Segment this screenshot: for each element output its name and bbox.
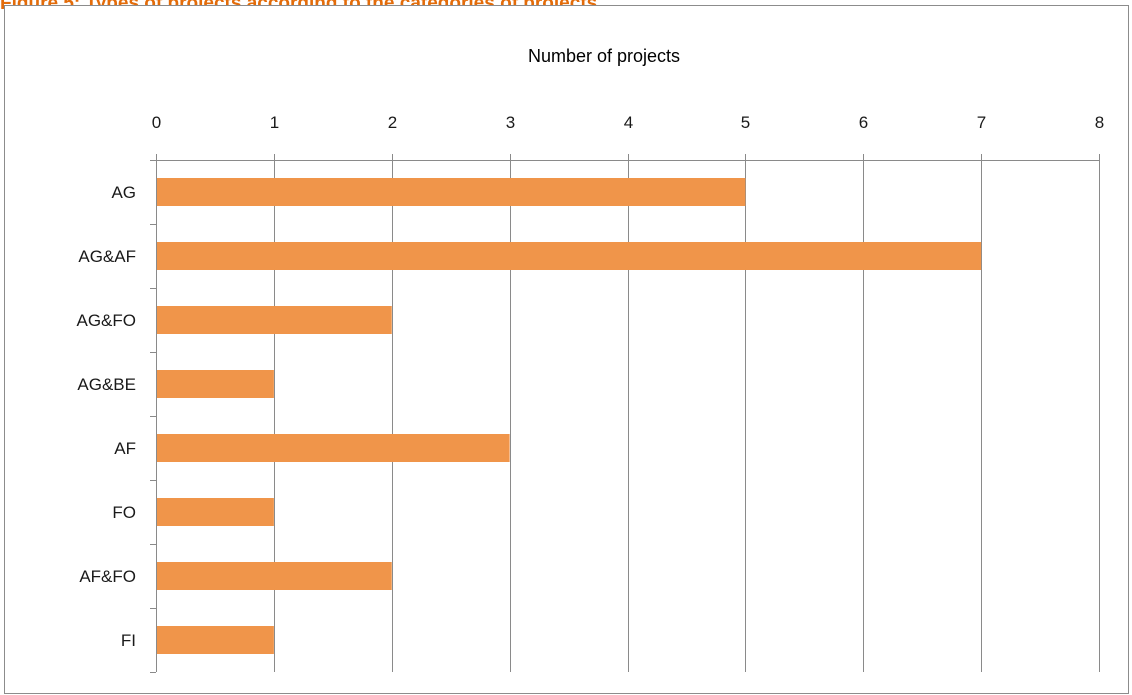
- category-label: AG: [111, 183, 136, 202]
- x-tick-labels: 0 1 2 3 4 5 6 7 8: [152, 113, 1104, 132]
- x-tick-label: 2: [388, 113, 397, 132]
- bar-AF&FO: [157, 562, 392, 590]
- x-tick-label: 0: [152, 113, 161, 132]
- category-label: AF&FO: [79, 567, 136, 586]
- axes: [150, 154, 1100, 673]
- gridlines: [274, 160, 1100, 672]
- category-label: AG&AF: [78, 247, 136, 266]
- x-tick-label: 8: [1095, 113, 1104, 132]
- x-tick-label: 7: [977, 113, 986, 132]
- x-tick-label: 3: [506, 113, 515, 132]
- bar-AG&BE: [157, 370, 274, 398]
- bar-AG: [157, 178, 746, 206]
- x-tick-label: 5: [741, 113, 750, 132]
- chart-title: Number of projects: [528, 46, 680, 66]
- category-label: FI: [121, 631, 136, 650]
- category-label: AG&BE: [77, 375, 136, 394]
- category-label: AG&FO: [76, 311, 136, 330]
- x-tick-label: 6: [859, 113, 868, 132]
- bar-AG&AF: [157, 242, 982, 270]
- category-labels: AG AG&AF AG&FO AG&BE AF FO AF&FO FI: [76, 183, 136, 650]
- bar-AF: [157, 434, 510, 462]
- category-label: FO: [112, 503, 136, 522]
- bars: [157, 178, 982, 654]
- bar-FO: [157, 498, 274, 526]
- x-tick-label: 4: [624, 113, 633, 132]
- bar-FI: [157, 626, 274, 654]
- x-tick-label: 1: [270, 113, 279, 132]
- bar-AG&FO: [157, 306, 392, 334]
- category-label: AF: [114, 439, 136, 458]
